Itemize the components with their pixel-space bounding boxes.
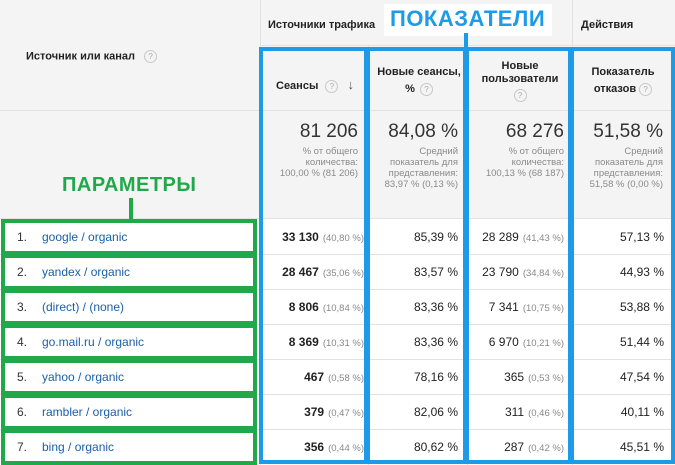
dimensions-highlight-box xyxy=(1,324,257,360)
metrics-highlight-box xyxy=(465,47,572,464)
table-row: 3. (direct) / (none) 8 806 (10,84 %) 83,3… xyxy=(17,300,664,314)
traffic-sources-group-header: Источники трафика xyxy=(268,19,376,31)
table-header xyxy=(0,0,675,110)
source-link[interactable]: rambler / organic xyxy=(42,405,133,419)
table-row: 4. go.mail.ru / organic 8 369 (10,31 %) 8… xyxy=(17,335,664,349)
source-column-header[interactable]: Источник или канал ? xyxy=(26,50,158,63)
sessions-column-header[interactable]: Сеансы ? ↓ xyxy=(276,77,354,93)
dimensions-highlight-box xyxy=(1,219,257,255)
sessions-cell: 8 806 (10,84 %) xyxy=(288,300,364,314)
new-sessions-column-header[interactable]: Новые сеансы, % ? xyxy=(377,66,461,96)
new-sessions-cell: 85,39 % xyxy=(413,230,458,244)
total-bounce-rate: 51,58 % Средний показатель для представл… xyxy=(589,121,663,190)
help-icon[interactable]: ? xyxy=(419,82,433,96)
bounce-rate-cell: 47,54 % xyxy=(619,370,664,384)
dimensions-highlight-box xyxy=(1,254,257,290)
new-sessions-cell: 80,62 % xyxy=(413,440,458,454)
metrics-highlight-box xyxy=(366,47,467,464)
sort-desc-icon[interactable]: ↓ xyxy=(347,77,354,92)
sessions-cell: 379 (0,47 %) xyxy=(304,405,364,419)
table-row: 7. bing / organic 356 (0,44 %) 80,62 % 28… xyxy=(17,440,664,454)
bounce-rate-cell: 44,93 % xyxy=(619,265,664,279)
new-sessions-cell: 83,36 % xyxy=(413,300,458,314)
source-link[interactable]: google / organic xyxy=(42,230,128,244)
table-row: 1. google / organic 33 130 (40,80 %) 85,3… xyxy=(17,230,664,244)
new-users-cell: 28 289 (41,43 %) xyxy=(482,230,564,244)
dimensions-highlight-box xyxy=(1,359,257,395)
bounce-rate-cell: 51,44 % xyxy=(619,335,664,349)
new-users-cell: 23 790 (34,84 %) xyxy=(482,265,564,279)
totals-row xyxy=(0,110,675,218)
source-link[interactable]: yahoo / organic xyxy=(42,370,125,384)
new-users-cell: 6 970 (10,21 %) xyxy=(488,335,564,349)
source-link[interactable]: (direct) / (none) xyxy=(42,300,125,314)
metrics-annotation-label: ПОКАЗАТЕЛИ xyxy=(390,6,546,31)
total-new-users: 68 276 % от общего количества: 100,13 % … xyxy=(485,121,564,179)
source-link[interactable]: bing / organic xyxy=(42,440,115,454)
dimensions-highlight-box xyxy=(1,394,257,430)
help-icon[interactable]: ? xyxy=(513,89,527,102)
new-sessions-cell: 83,36 % xyxy=(413,335,458,349)
dimensions-connector xyxy=(129,198,133,220)
bounce-rate-cell: 53,88 % xyxy=(619,300,664,314)
bounce-rate-cell: 57,13 % xyxy=(619,230,664,244)
sessions-cell: 28 467 (35,06 %) xyxy=(282,265,364,279)
actions-group-header: Действия xyxy=(581,19,634,31)
total-new-sessions: 84,08 % Средний показатель для представл… xyxy=(384,121,458,190)
source-link[interactable]: go.mail.ru / organic xyxy=(42,335,145,349)
new-sessions-cell: 83,57 % xyxy=(413,265,458,279)
new-users-cell: 365 (0,53 %) xyxy=(504,370,564,384)
metrics-highlight-box xyxy=(259,47,368,464)
bounce-rate-cell: 45,51 % xyxy=(619,440,664,454)
new-sessions-cell: 78,16 % xyxy=(413,370,458,384)
bounce-rate-column-header[interactable]: Показатель отказов ? xyxy=(591,66,655,96)
new-sessions-cell: 82,06 % xyxy=(413,405,458,419)
new-users-cell: 7 341 (10,75 %) xyxy=(488,300,564,314)
help-icon[interactable]: ? xyxy=(639,82,653,96)
new-users-column-header[interactable]: Новые пользователи ? xyxy=(481,60,559,102)
dimensions-highlight-box xyxy=(1,289,257,325)
sessions-cell: 8 369 (10,31 %) xyxy=(288,335,364,349)
table-row: 5. yahoo / organic 467 (0,58 %) 78,16 % 3… xyxy=(17,370,664,384)
table-row: 2. yandex / organic 28 467 (35,06 %) 83,5… xyxy=(17,265,664,279)
source-link[interactable]: yandex / organic xyxy=(42,265,131,279)
sessions-cell: 33 130 (40,80 %) xyxy=(282,230,364,244)
sessions-cell: 467 (0,58 %) xyxy=(304,370,364,384)
dimensions-annotation-label: ПАРАМЕТРЫ xyxy=(62,174,197,196)
total-sessions: 81 206 % от общего количества: 100,00 % … xyxy=(279,121,358,179)
new-users-cell: 287 (0,42 %) xyxy=(504,440,564,454)
metrics-highlight-box xyxy=(570,47,675,464)
help-icon[interactable]: ? xyxy=(325,79,339,93)
sessions-cell: 356 (0,44 %) xyxy=(304,440,364,454)
table-row: 6. rambler / organic 379 (0,47 %) 82,06 %… xyxy=(17,405,664,419)
help-icon[interactable]: ? xyxy=(144,50,158,63)
bounce-rate-cell: 40,11 % xyxy=(620,405,664,419)
dimensions-highlight-box xyxy=(1,429,257,465)
metrics-connector xyxy=(464,33,468,48)
new-users-cell: 311 (0,46 %) xyxy=(504,405,564,419)
